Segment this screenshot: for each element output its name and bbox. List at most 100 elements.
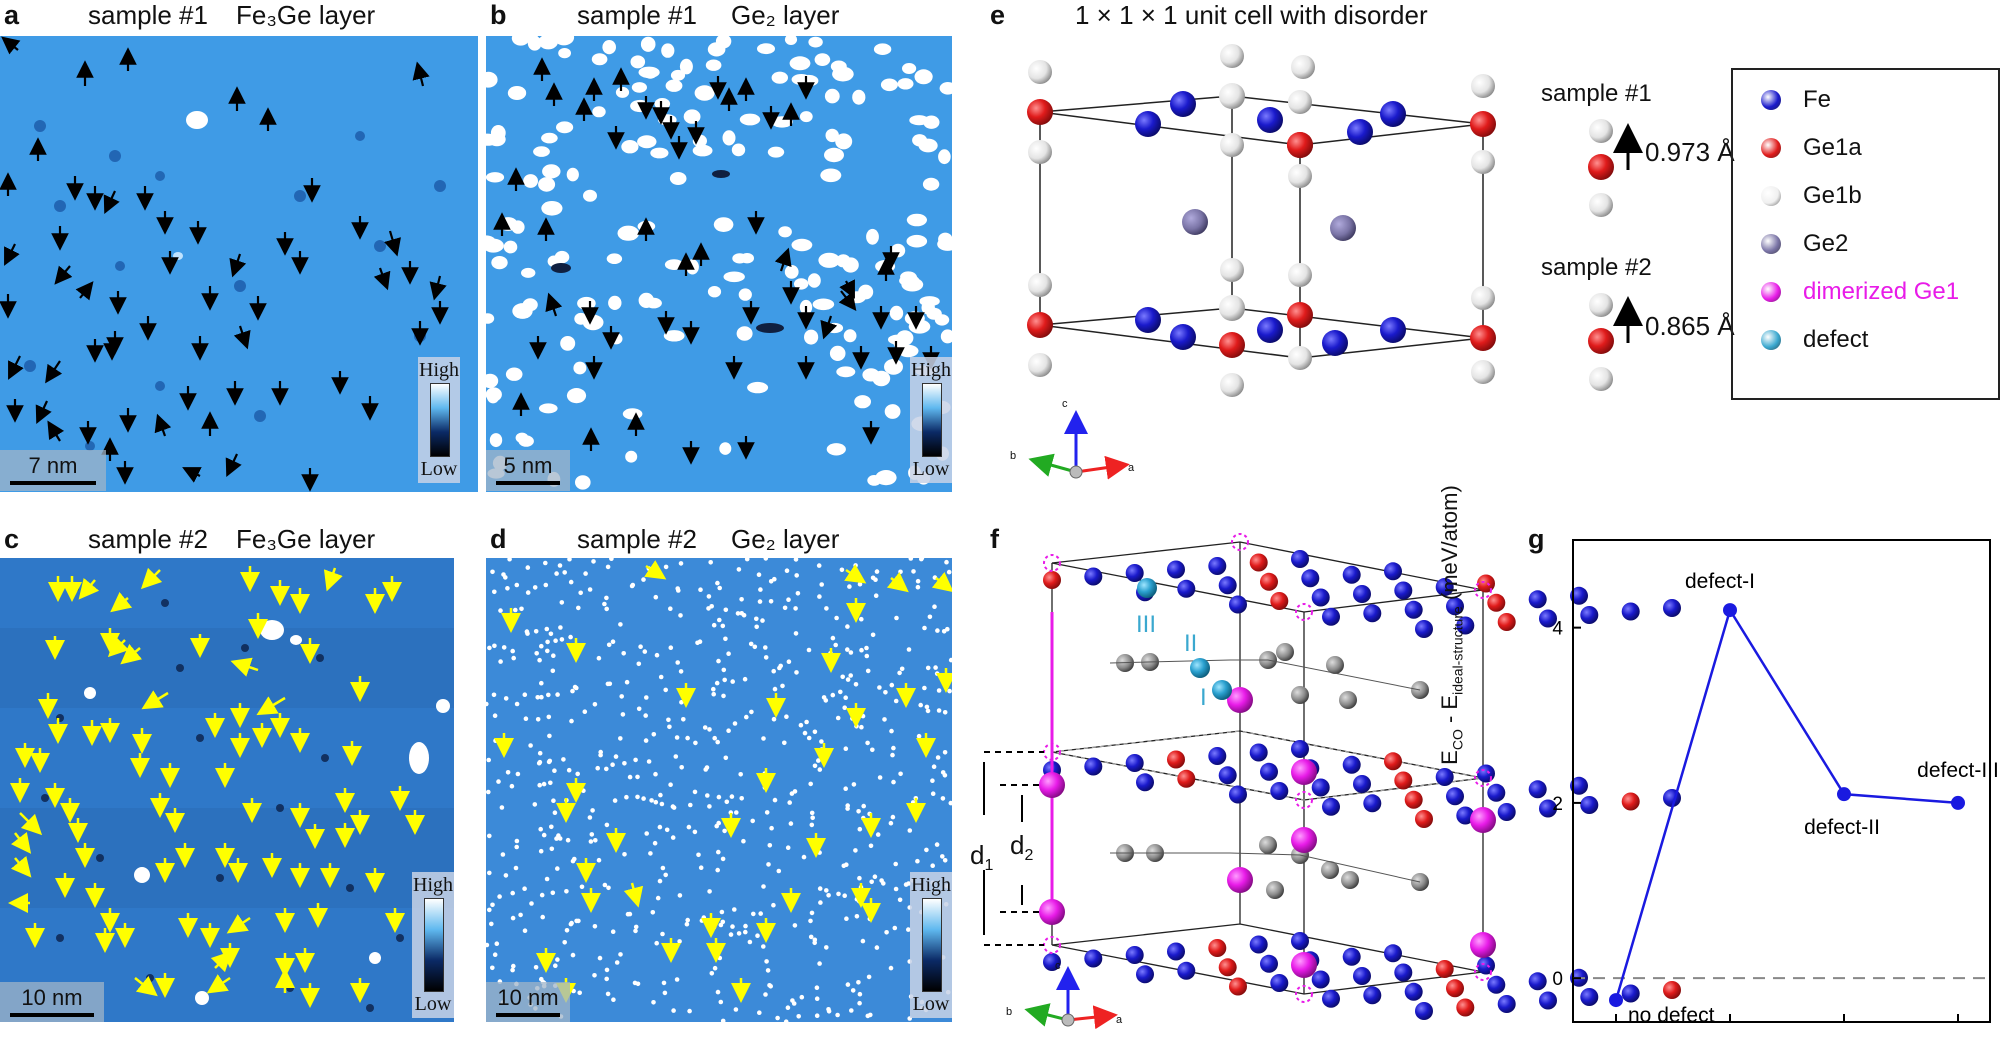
legend-dot (1761, 186, 1781, 206)
panel-f-dimers (1039, 533, 1496, 1003)
colorbar-a-gradient (430, 383, 450, 457)
chart-g-series-line (1614, 607, 1959, 1001)
scale-label-d: 10 nm (497, 985, 559, 1010)
chart-g: 0 2 4 no defect defect-I defect-II defect-III (1552, 539, 1999, 1027)
chart-g-ytick-label: 4 (1552, 619, 1563, 640)
colorbar-d-gradient (922, 898, 942, 992)
sample2-label: sample #2 (1541, 254, 1652, 281)
panel-f-axis-c: c (1055, 960, 1061, 972)
stm-image-c: 10 nm High Low (0, 558, 454, 1022)
colorbar-b: High Low (910, 357, 952, 483)
panel-f-axis-a: a (1116, 1014, 1123, 1026)
panel-e-axis-c: c (1062, 398, 1068, 410)
colorbar-a: High Low (418, 357, 460, 483)
colorbar-c-gradient (424, 898, 444, 992)
colorbar-a-low: Low (420, 458, 458, 480)
stm-image-b: 5 nm High Low (486, 36, 952, 492)
colorbar-d-high: High (911, 874, 951, 896)
sample2-displacement: 0.865 Å (1645, 311, 1735, 341)
d1-main: d (970, 840, 985, 870)
scale-label-a: 7 nm (28, 453, 78, 478)
colorbar-b-gradient (922, 383, 942, 457)
panel-b-layer: Ge₂ layer (731, 0, 840, 30)
unit-cell-e-frame (1039, 95, 1484, 359)
chart-g-point (1723, 603, 1737, 618)
chart-g-ylabel-sub2: ideal-structure (1449, 606, 1466, 695)
panel-e-axis-b: b (1010, 450, 1017, 462)
chart-g-ylabel-main: E (1437, 750, 1462, 765)
panel-f-axes (1024, 966, 1118, 1030)
colorbar-d: High Low (910, 872, 952, 1018)
scale-bar-line-a (10, 481, 96, 485)
defect-label-I: I (1200, 684, 1207, 711)
panel-c-layer: Fe₃Ge layer (236, 524, 376, 554)
legend-dot (1761, 234, 1781, 254)
colorbar-b-low: Low (912, 458, 950, 480)
legend-item-ge2: Ge2 (1761, 230, 1848, 258)
panel-e-axes (1028, 410, 1130, 480)
stm-image-c-graphic (0, 558, 454, 1022)
panel-letter-c: c (4, 524, 20, 554)
sample1-displacement-atoms (1588, 119, 1643, 217)
d1-sub: 1 (984, 857, 994, 875)
stm-image-a: 7 nm High Low (0, 36, 478, 492)
legend: Fe Ge1a Ge1b Ge2 dimerized Ge1 defect (1731, 68, 2000, 400)
panel-letter-f: f (990, 524, 999, 554)
panel-a-sample: sample #1 (88, 0, 208, 30)
chart-g-ylabel-unit: (meV/atom) (1437, 485, 1462, 607)
chart-g-ylabel-mid: - E (1437, 694, 1462, 730)
legend-item-defect: defect (1761, 326, 1868, 354)
scale-bar-a: 7 nm (0, 450, 106, 491)
legend-item-dimerized-ge1: dimerized Ge1 (1761, 278, 1959, 306)
legend-label: Fe (1803, 86, 1832, 113)
sample1-label: sample #1 (1541, 80, 1652, 107)
colorbar-c-low: Low (414, 993, 452, 1015)
panel-b-sample: sample #1 (577, 0, 697, 30)
chart-g-point (1951, 795, 1965, 810)
d2-label: d2 (1010, 830, 1033, 865)
sample2-displacement-atoms (1588, 293, 1643, 391)
chart-g-point-label: defect-III (1917, 759, 1999, 782)
panel-letter-e: e (990, 0, 1006, 30)
scale-bar-line-b (496, 481, 560, 485)
panel-letter-g: g (1528, 524, 1545, 554)
scale-label-b: 5 nm (503, 453, 553, 478)
legend-dot (1761, 330, 1781, 350)
scale-bar-line-d (496, 1013, 560, 1017)
scale-bar-line-c (10, 1013, 94, 1017)
legend-dot (1761, 90, 1781, 110)
legend-item-ge1b: Ge1b (1761, 182, 1862, 210)
panel-f-frame (1051, 541, 1484, 995)
panel-d-sample: sample #2 (577, 524, 697, 554)
chart-g-point-label: defect-II (1804, 816, 1880, 839)
chart-g-ylabel: ECO - Eideal-structure (meV/atom) (1437, 445, 1465, 805)
legend-dot (1761, 138, 1781, 158)
chart-g-ytick-label: 0 (1552, 969, 1563, 990)
panel-letter-a: a (4, 0, 20, 30)
colorbar-b-high: High (911, 359, 951, 381)
legend-dot (1761, 282, 1781, 302)
legend-label: Ge1a (1803, 134, 1862, 161)
legend-label: Ge2 (1803, 230, 1849, 257)
legend-item-ge1a: Ge1a (1761, 134, 1862, 162)
panel-c-sample: sample #2 (88, 524, 208, 554)
stm-image-b-graphic (486, 36, 952, 490)
legend-item-fe: Fe (1761, 86, 1831, 114)
panel-e-title: 1 × 1 × 1 unit cell with disorder (1075, 0, 1428, 30)
colorbar-a-high: High (419, 359, 459, 381)
chart-g-point-label: defect-I (1685, 570, 1755, 593)
legend-label: Ge1b (1803, 182, 1862, 209)
colorbar-c-high: High (413, 874, 453, 896)
panel-d-layer: Ge₂ layer (731, 524, 840, 554)
scale-bar-d: 10 nm (486, 982, 570, 1022)
colorbar-c: High Low (412, 872, 454, 1018)
chart-g-point (1609, 993, 1623, 1008)
d2-main: d (1010, 830, 1025, 860)
panel-letter-b: b (490, 0, 507, 30)
d1-label: d1 (970, 840, 993, 875)
chart-g-point (1837, 787, 1851, 802)
scale-bar-b: 5 nm (486, 450, 570, 491)
scale-bar-c: 10 nm (0, 982, 104, 1022)
scale-label-c: 10 nm (21, 985, 83, 1010)
panel-a-layer: Fe₃Ge layer (236, 0, 376, 30)
